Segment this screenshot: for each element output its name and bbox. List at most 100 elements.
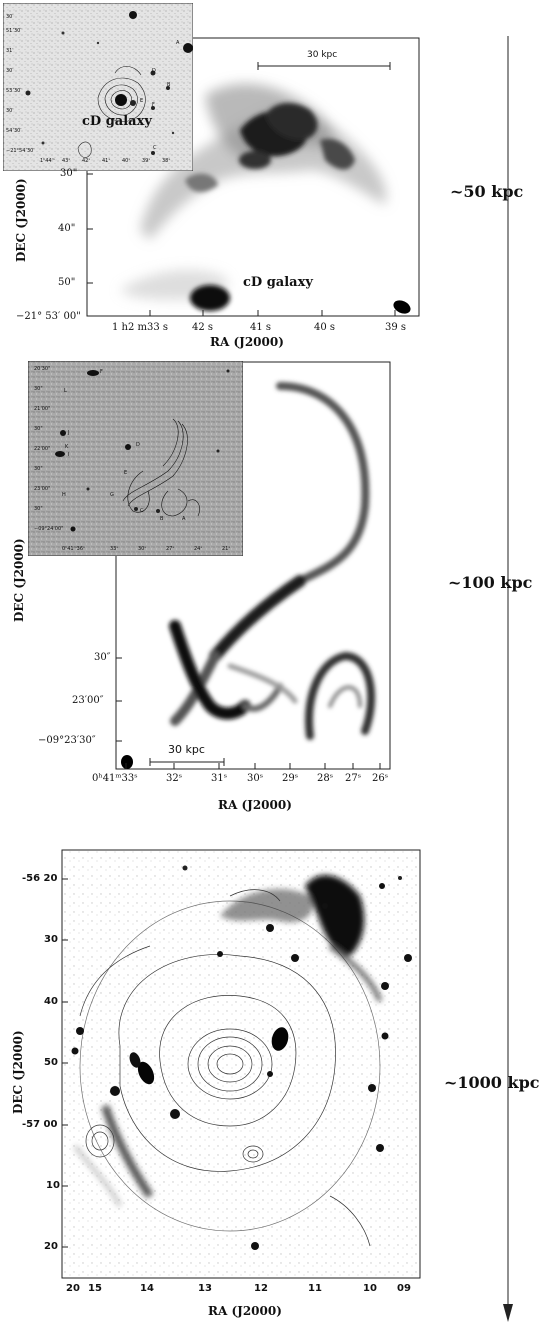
inset-2-letter: E xyxy=(124,470,128,476)
inset-1-xtick: 43ˢ xyxy=(62,158,71,164)
panel-1-cd-label: cD galaxy xyxy=(243,275,313,290)
panel-1-x-axis-label: RA (J2000) xyxy=(210,335,284,349)
panel-1-y-tick: −21° 53′ 00" xyxy=(16,311,81,322)
inset-1-letter: D xyxy=(152,68,156,74)
inset-1-letter: B xyxy=(167,82,171,88)
inset-2-letter: C xyxy=(140,508,144,514)
inset-1-ytick: 54’30′ xyxy=(6,128,22,134)
panel-3-x-tick: 12 xyxy=(254,1283,268,1294)
inset-1-ytick: 30′ xyxy=(6,14,14,20)
inset-2-letter: H xyxy=(62,492,66,498)
scale-label-100kpc: ~100 kpc xyxy=(448,573,533,592)
panel-2-x-axis-label: RA (J2000) xyxy=(218,798,292,812)
inset-1-xtick: 1ʰ44ᵐ xyxy=(40,158,55,164)
panel-3-y-tick: -56 20 xyxy=(22,873,58,884)
inset-1-xtick: 42ˢ xyxy=(82,158,91,164)
inset-2-ytick: 23'00" xyxy=(34,486,51,492)
inset-2-xtick: 24ˢ xyxy=(194,546,203,552)
inset-2-letter: G xyxy=(110,492,114,498)
inset-1-ytick: 51’30′ xyxy=(6,28,22,34)
scale-arrow xyxy=(503,36,513,1322)
panel-1-y-tick: 30" xyxy=(60,168,78,179)
panel-2-x-tick: 31ˢ xyxy=(211,773,228,784)
inset-2-ytick: −09°24'00" xyxy=(34,526,64,532)
inset-2-xtick: 30ˢ xyxy=(138,546,147,552)
inset-2-ytick: 30" xyxy=(34,386,43,392)
inset-1-xtick: 39ˢ xyxy=(142,158,151,164)
panel-2-y-tick: 30″ xyxy=(94,652,111,663)
panel-2-x-tick: 28ˢ xyxy=(317,773,334,784)
panel-1-x-tick: 40 s xyxy=(314,322,336,333)
inset-2-ytick: 21'00" xyxy=(34,406,51,412)
panel-2-y-axis-label: DEC (J2000) xyxy=(12,538,26,622)
panel-3-image xyxy=(61,849,421,1279)
inset-1-ytick: 30′ xyxy=(6,68,14,74)
inset-1-xtick: 40ˢ xyxy=(122,158,131,164)
panel-3-x-tick: 09 xyxy=(397,1283,411,1294)
panel-1-scalebar-label: 30 kpc xyxy=(307,50,338,60)
panel-3-y-axis-label: DEC (J2000) xyxy=(11,1030,25,1114)
inset-1-letter: F xyxy=(152,102,155,108)
panel-2-optical-inset xyxy=(28,361,243,556)
inset-1-ytick: −21°54’30′ xyxy=(6,148,35,154)
panel-2-x-tick: 32ˢ xyxy=(166,773,183,784)
scale-label-50kpc: ~50 kpc xyxy=(450,182,524,201)
inset-2-letter: K xyxy=(65,444,69,450)
inset-2-ytick: 30" xyxy=(34,506,43,512)
panel-2-x-tick: 29ˢ xyxy=(282,773,299,784)
inset-2-xtick: 0ʰ41ᵐ36ˢ xyxy=(62,546,85,552)
panel-1-optical-inset xyxy=(3,3,193,171)
panel-2-scalebar-label: 30 kpc xyxy=(168,743,205,756)
panel-1-y-axis-label: DEC (J2000) xyxy=(14,178,28,262)
panel-1-x-tick: 42 s xyxy=(192,322,214,333)
panel-2-x-tick: 27ˢ xyxy=(345,773,362,784)
inset-2-ytick: 22'00" xyxy=(34,446,51,452)
panel-3-y-tick: 10 xyxy=(46,1180,60,1191)
inset-1-ytick: 30′ xyxy=(6,108,14,114)
inset-2-letter: L xyxy=(64,388,67,394)
inset-1-letter: E xyxy=(140,98,144,104)
panel-3-x-tick: 10 xyxy=(363,1283,377,1294)
inset-2-letter: D xyxy=(136,442,140,448)
inset-2-ytick: 20'30" xyxy=(34,366,51,372)
panel-3-x-tick: 14 xyxy=(140,1283,154,1294)
inset-2-xtick: 27ˢ xyxy=(166,546,175,552)
panel-3-y-tick: 20 xyxy=(44,1241,58,1252)
inset-2-letter: A xyxy=(182,516,186,522)
inset-1-cd-label: cD galaxy xyxy=(82,114,152,129)
inset-2-xtick: 33ˢ xyxy=(110,546,119,552)
inset-1-ytick: 31′ xyxy=(6,48,14,54)
panel-2-x-tick: 0ʰ41ᵐ33ˢ xyxy=(92,773,138,784)
inset-2-letter: I xyxy=(68,452,70,458)
panel-3-y-tick: 50 xyxy=(44,1057,58,1068)
inset-2-letter: J xyxy=(68,430,70,436)
panel-3-x-tick: 20 xyxy=(66,1283,80,1294)
panel-1-y-tick: 50" xyxy=(58,277,76,288)
panel-3-x-axis-label: RA (J2000) xyxy=(208,1304,282,1318)
inset-1-letter: C xyxy=(153,145,157,151)
panel-1: 30′ 51’30′ 31′ 30′ 53’30′ 30′ 54’30′ −21… xyxy=(0,0,430,333)
inset-1-letter: A xyxy=(176,40,180,46)
panel-3-x-tick: 15 xyxy=(88,1283,102,1294)
panel-3-x-tick: 11 xyxy=(308,1283,322,1294)
panel-3-y-tick: 40 xyxy=(44,996,58,1007)
panel-1-y-tick: 40" xyxy=(58,223,76,234)
panel-2-x-tick: 30ˢ xyxy=(247,773,264,784)
inset-1-xtick: 41ˢ xyxy=(102,158,111,164)
panel-1-x-tick: 41 s xyxy=(250,322,272,333)
panel-2-image xyxy=(115,361,391,770)
panel-2: 20'30" 30" 21'00" 30" 22'00" 30" 23'00" … xyxy=(0,356,430,846)
panel-3-y-tick: 30 xyxy=(44,934,58,945)
inset-1-xtick: 38ˢ xyxy=(162,158,171,164)
inset-2-letter: F xyxy=(100,369,103,375)
panel-1-x-tick: 39 s xyxy=(385,322,407,333)
panel-1-x-tick: 1 h2 m33 s xyxy=(112,322,169,333)
inset-2-ytick: 30" xyxy=(34,426,43,432)
panel-3: DEC (J2000) -56 20 30 40 50 -57 00 10 20… xyxy=(0,846,430,1324)
panel-2-x-tick: 26ˢ xyxy=(372,773,389,784)
panel-2-y-tick: 23′00″ xyxy=(72,695,104,706)
inset-2-xtick: 21ˢ xyxy=(222,546,231,552)
inset-1-ytick: 53’30′ xyxy=(6,88,22,94)
panel-3-y-tick: -57 00 xyxy=(22,1119,58,1130)
panel-2-y-tick: −09°23′30″ xyxy=(38,735,96,746)
